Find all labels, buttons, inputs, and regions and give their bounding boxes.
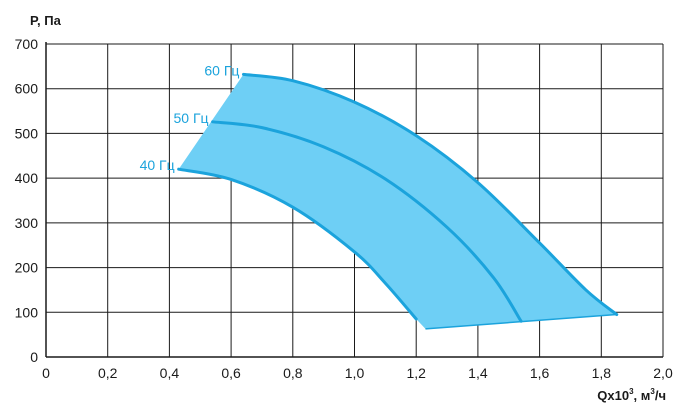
curve-labels: 40 Гц 50 Гц 60 Гц	[140, 62, 240, 173]
x-tick-label: 1,2	[406, 365, 426, 381]
x-tick-label: 1,4	[468, 365, 488, 381]
x-tick-label: 0,8	[283, 365, 303, 381]
x-tick-label: 0,4	[160, 365, 180, 381]
x-tick-labels: 0 0,2 0,4 0,6 0,8 1,0 1,2 1,4 1,6 1,8 2,0	[42, 365, 673, 381]
curve-label: 50 Гц	[174, 110, 209, 126]
curves	[177, 72, 619, 330]
x-tick-label: 0	[42, 365, 50, 381]
y-tick-label: 100	[15, 304, 39, 320]
y-tick-label: 500	[15, 125, 39, 141]
y-tick-label: 700	[15, 36, 39, 52]
x-axis-title: Qx103, м3/ч	[597, 387, 666, 403]
curve-60-Гц	[241, 72, 619, 317]
axes	[45, 42, 663, 358]
x-tick-label: 1,0	[345, 365, 365, 381]
y-tick-label: 300	[15, 215, 39, 231]
y-tick-labels: 0 100 200 300 400 500 600 700	[15, 36, 39, 365]
curve-label: 40 Гц	[140, 157, 175, 173]
x-tick-label: 2,0	[653, 365, 673, 381]
y-tick-label: 400	[15, 170, 39, 186]
x-tick-label: 1,8	[592, 365, 612, 381]
y-tick-label: 600	[15, 81, 39, 97]
y-tick-label: 0	[30, 349, 38, 365]
operating-region	[178, 74, 617, 329]
curve-40-Гц	[177, 167, 418, 321]
x-tick-label: 0,6	[221, 365, 241, 381]
y-tick-label: 200	[15, 260, 39, 276]
curve-label: 60 Гц	[204, 62, 239, 78]
y-axis-title: P, Па	[30, 13, 62, 28]
x-tick-label: 0,2	[98, 365, 118, 381]
curve-50-Гц	[211, 120, 523, 323]
x-tick-label: 1,6	[530, 365, 550, 381]
region-bottom-edge	[425, 313, 617, 330]
